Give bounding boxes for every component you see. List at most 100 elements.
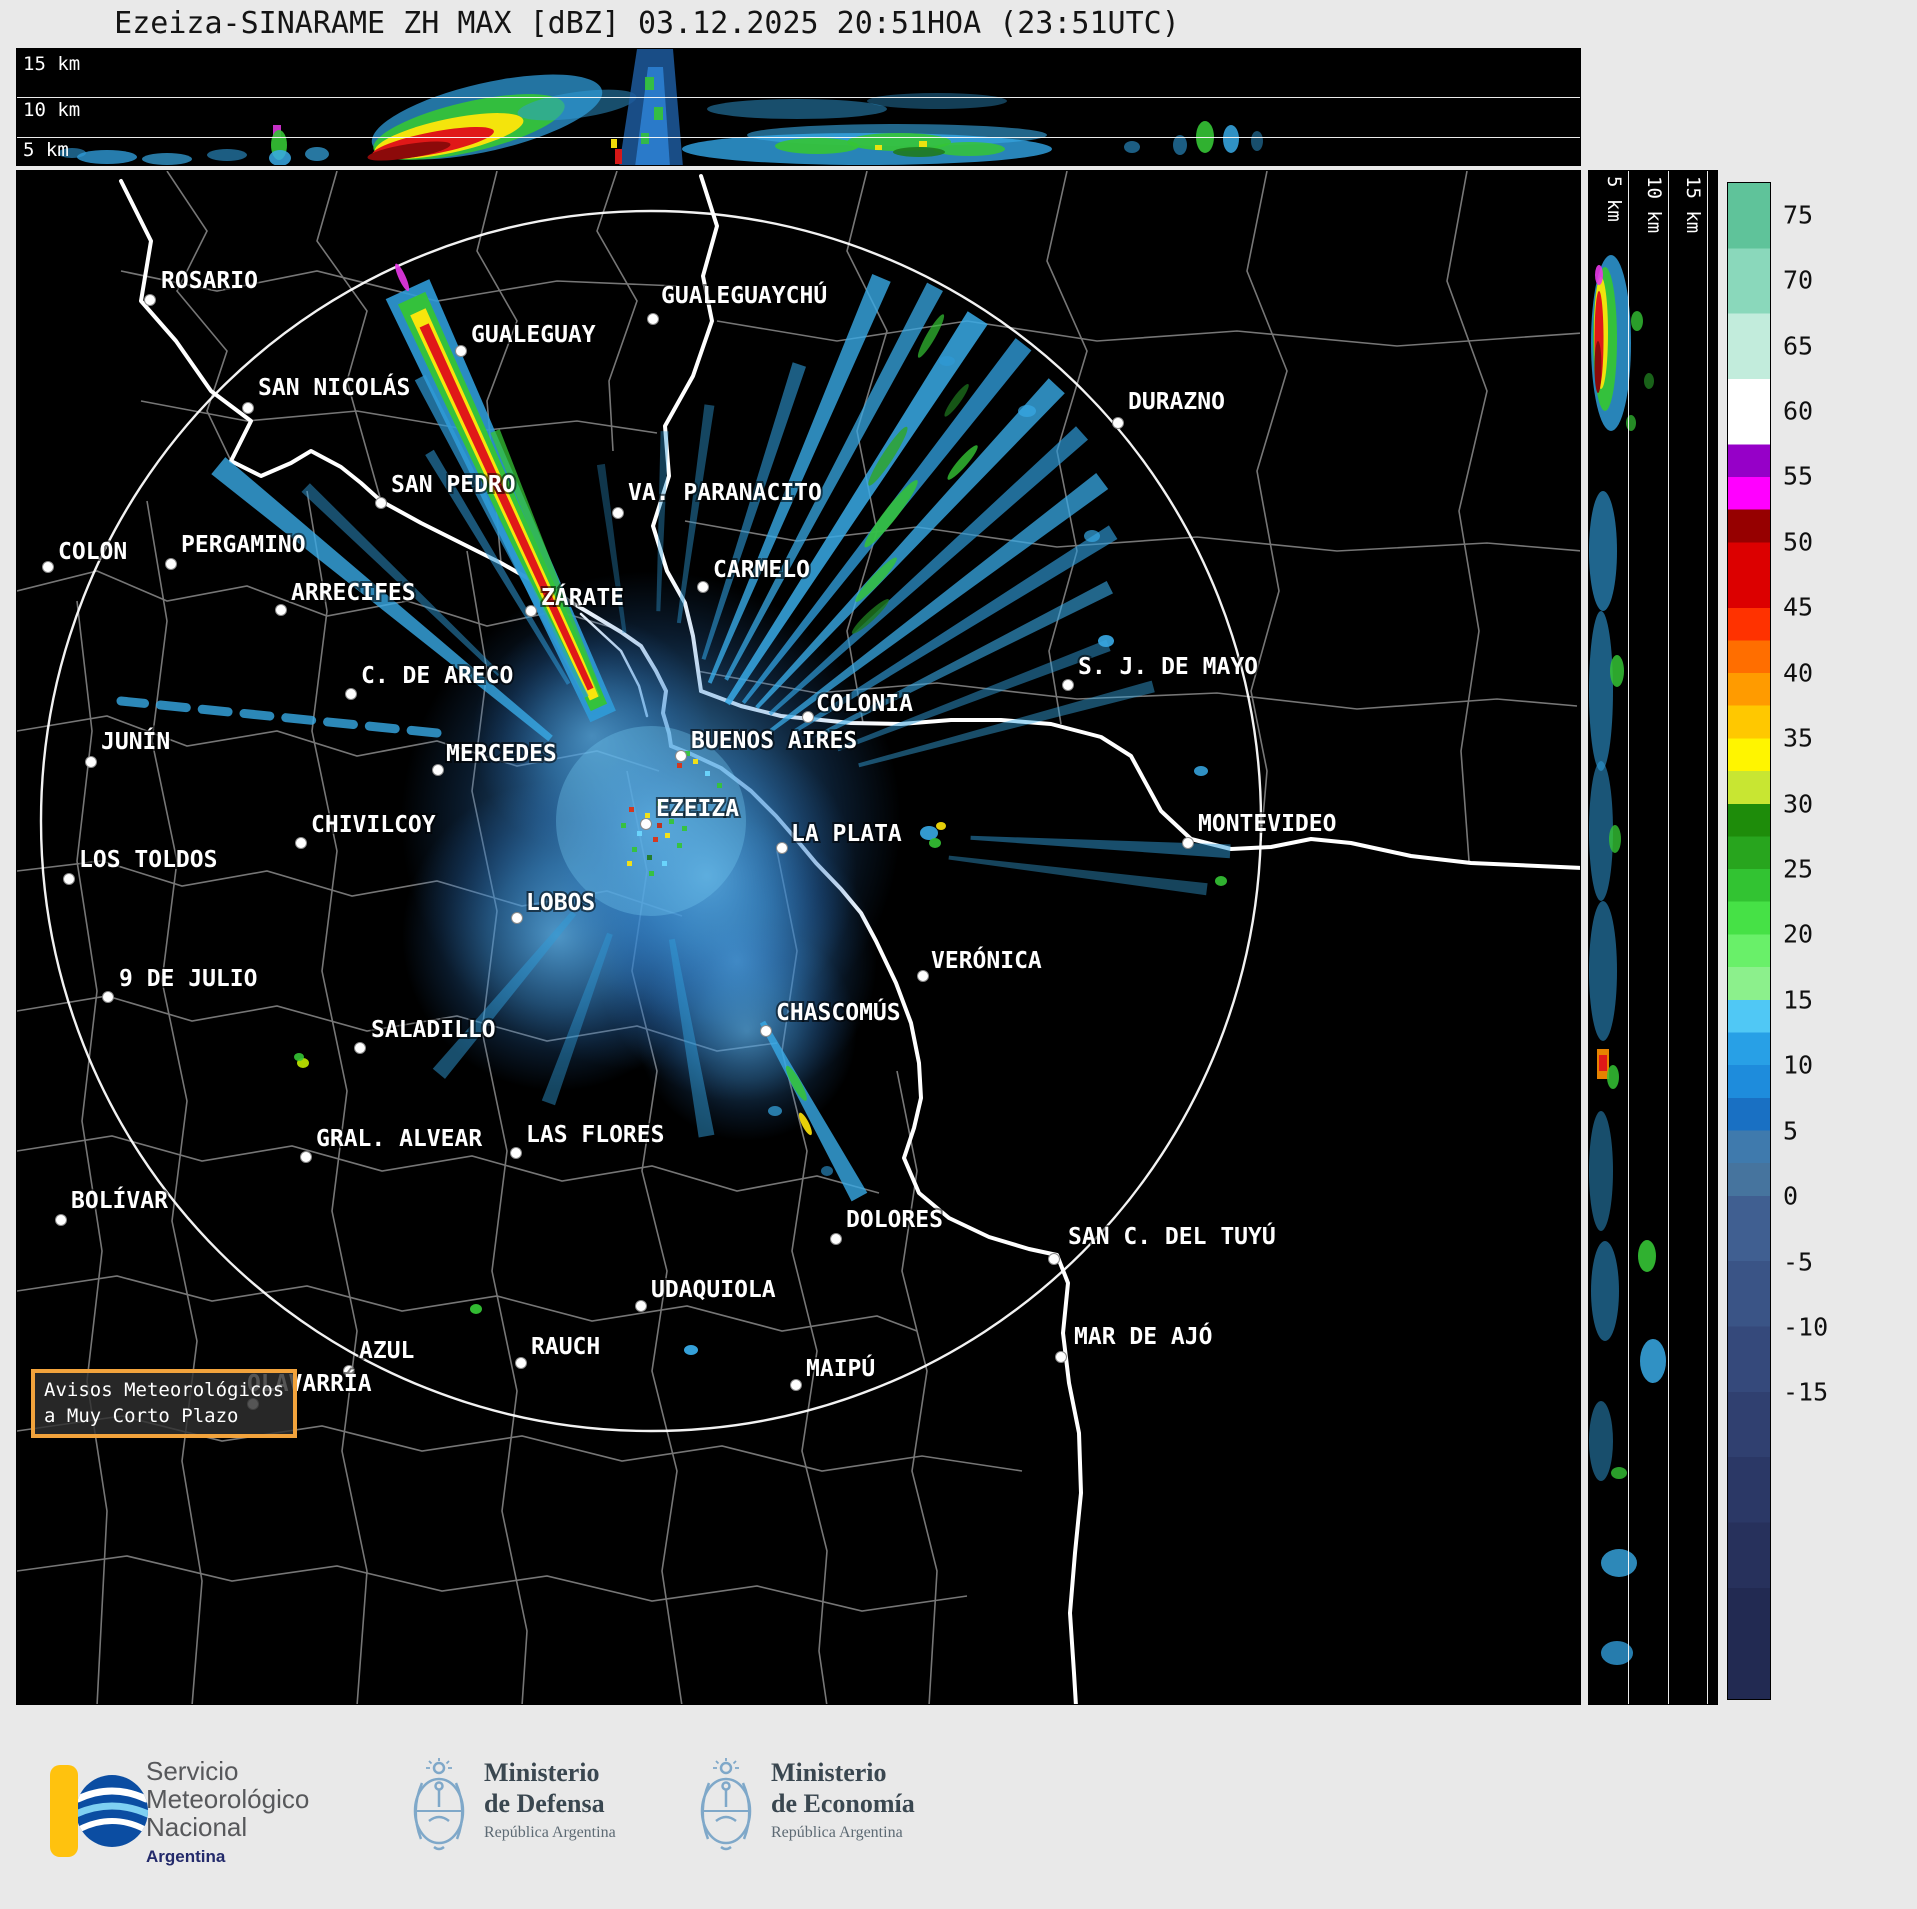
echo-spoke [301, 483, 509, 684]
smn-country: Argentina [146, 1847, 226, 1866]
echo-patch [944, 383, 969, 417]
echo-spoke [755, 378, 1065, 709]
echo-speck [629, 807, 634, 812]
footer: Servicio Meteorológico Nacional Argentin… [0, 1705, 1917, 1909]
top-cross-section-echoes [58, 49, 1263, 165]
city-label-durazno: DURAZNO [1128, 389, 1225, 415]
colorbar-tick-10: 10 [1783, 1050, 1814, 1080]
city-label-san-c-del-tuy-: SAN C. DEL TUYÚ [1068, 1222, 1276, 1250]
colorbar-tick-75: 75 [1783, 200, 1814, 230]
echo-speck [717, 783, 722, 788]
city-label-los-toldos: LOS TOLDOS [79, 847, 217, 873]
echo-speck [669, 819, 674, 824]
echo-spoke [814, 581, 1113, 739]
alert-box-line1: Avisos Meteorológicos [44, 1379, 285, 1401]
echo-spoke [211, 457, 553, 742]
city-dot-arrecifes [275, 604, 287, 616]
city-dot-pergamino [165, 558, 177, 570]
radar-map: ROSARIO GUALEGUAYCHÚ GUALEGUAY SAN NICOLÁS D… [17, 171, 1580, 1704]
city-dot-ezeiza [640, 818, 652, 830]
echo-cell [1018, 405, 1036, 417]
city-dot-los-toldos [63, 873, 75, 885]
city-label-z-rate: ZÁRATE [541, 583, 624, 611]
city-dot-montevideo [1182, 837, 1194, 849]
echo-beam [116, 696, 442, 738]
echo-spoke [724, 311, 988, 706]
smn-wordmark: Servicio Meteorológico Nacional Argentin… [146, 1757, 309, 1867]
range-ring [39, 209, 1263, 1433]
city-dot-gral-alvear [300, 1151, 312, 1163]
colorbar: 75 70 65 60 55 50 45 40 35 30 25 20 15 10 5 0 -5 -10 -15 [1727, 182, 1917, 1700]
colorbar-tick-20: 20 [1783, 919, 1814, 949]
ministry-name-line1: Ministerio [484, 1758, 600, 1787]
smn-line-2: Meteorológico [146, 1784, 310, 1814]
city-dot-las-flores [510, 1147, 522, 1159]
altitude-label-10km: 10 km [1643, 176, 1665, 234]
echo-speck [665, 833, 670, 838]
altitude-label-10km: 10 km [23, 99, 81, 121]
city-dot-buenos-aires [675, 750, 687, 762]
city-label-c-de-areco: C. DE ARECO [361, 663, 513, 689]
coat-of-arms-icon [413, 1758, 465, 1851]
city-dot-z-rate [525, 605, 537, 617]
echo-spoke [970, 835, 1231, 859]
city-dot-va-paranacito [612, 507, 624, 519]
echo-speck [657, 823, 662, 828]
ministry-subtitle: República Argentina [484, 1824, 616, 1841]
echo-cell [1084, 530, 1100, 542]
city-label-9-de-julio: 9 DE JULIO [119, 966, 257, 992]
colorbar-tick-45: 45 [1783, 592, 1814, 622]
city-label-san-pedro: SAN PEDRO [391, 472, 516, 498]
city-dot-dolores [830, 1233, 842, 1245]
city-label-rosario: ROSARIO [161, 268, 258, 294]
colorbar-tick-40: 40 [1783, 658, 1814, 688]
echo-speck [645, 813, 650, 818]
echo-speck [632, 847, 637, 852]
city-dot-udaquiola [635, 1300, 647, 1312]
altitude-gridline-5km [17, 137, 1580, 138]
echo-spoke [425, 449, 571, 685]
city-label-buenos-aires: BUENOS AIRES [691, 728, 857, 754]
colorbar-tick-50: 50 [1783, 527, 1814, 557]
right-cross-section-echoes [1589, 255, 1666, 1665]
ministry-name-line2: de Economía [771, 1789, 915, 1818]
city-label-las-flores: LAS FLORES [526, 1122, 664, 1148]
echo-speck [653, 837, 658, 842]
city-label-montevideo: MONTEVIDEO [1198, 811, 1336, 837]
colorbar-tick-70: 70 [1783, 265, 1814, 295]
echo-cell [294, 1053, 304, 1061]
ministry-subtitle: República Argentina [771, 1824, 903, 1841]
echo-spoke [414, 374, 589, 698]
altitude-gridline-15km [1707, 171, 1708, 1704]
city-dot-maip- [790, 1379, 802, 1391]
echo-patch [851, 599, 889, 634]
colorbar-tick-35: 35 [1783, 723, 1814, 753]
alert-box: Avisos Meteorológicos a Muy Corto Plazo [31, 1369, 298, 1439]
colorbar-tick-30: 30 [1783, 789, 1814, 819]
city-label-arrecifes: ARRECIFES [291, 580, 416, 606]
echo-speck [672, 811, 677, 816]
altitude-gridline-10km [17, 97, 1580, 98]
echo-patch [917, 314, 945, 358]
echo-speck [685, 751, 690, 756]
echo-speck [621, 823, 626, 828]
city-label-s-j-de-mayo: S. J. DE MAYO [1078, 654, 1258, 680]
echo-spoke [707, 274, 891, 684]
city-label-san-nicol-s: SAN NICOLÁS [258, 373, 410, 401]
city-label-mar-de-aj-: MAR DE AJÓ [1074, 1322, 1212, 1350]
colorbar-gradient [1727, 182, 1771, 1700]
echo-patch [785, 1065, 807, 1102]
city-dot-mar-de-aj- [1055, 1351, 1067, 1363]
echo-cell [821, 1166, 833, 1176]
colorbar-tick--5: -5 [1783, 1247, 1814, 1277]
echo-spoke [676, 404, 715, 624]
smn-line-1: Servicio [146, 1756, 239, 1786]
echo-patch [868, 426, 908, 486]
city-dot-jun-n [85, 756, 97, 768]
echo-speck [682, 826, 687, 831]
ministry-name-line2: de Defensa [484, 1789, 605, 1818]
city-dot-chivilcoy [295, 837, 307, 849]
city-dot-gualeguay [455, 345, 467, 357]
echo-spoke [541, 932, 613, 1106]
echo-spoke [768, 426, 1088, 716]
